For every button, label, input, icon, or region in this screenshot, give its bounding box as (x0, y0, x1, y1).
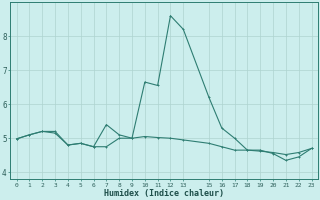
X-axis label: Humidex (Indice chaleur): Humidex (Indice chaleur) (104, 189, 224, 198)
